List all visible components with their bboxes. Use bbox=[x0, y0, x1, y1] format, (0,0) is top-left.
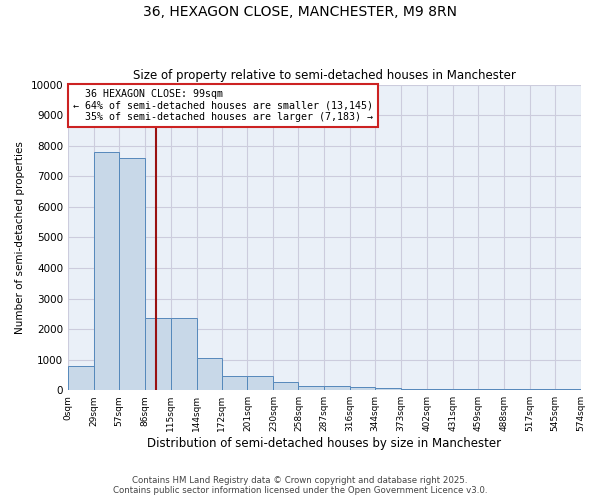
Bar bbox=[119, 158, 145, 390]
Bar bbox=[427, 388, 453, 390]
Bar bbox=[221, 376, 247, 390]
Text: 36, HEXAGON CLOSE, MANCHESTER, M9 8RN: 36, HEXAGON CLOSE, MANCHESTER, M9 8RN bbox=[143, 5, 457, 19]
Bar bbox=[247, 376, 274, 390]
Bar bbox=[145, 318, 171, 390]
Text: Contains HM Land Registry data © Crown copyright and database right 2025.
Contai: Contains HM Land Registry data © Crown c… bbox=[113, 476, 487, 495]
Bar bbox=[298, 386, 324, 390]
Bar bbox=[375, 388, 401, 390]
Bar bbox=[554, 388, 581, 390]
Title: Size of property relative to semi-detached houses in Manchester: Size of property relative to semi-detach… bbox=[133, 69, 516, 82]
Bar bbox=[504, 388, 530, 390]
Bar bbox=[350, 387, 375, 390]
Bar bbox=[171, 318, 197, 390]
Bar bbox=[94, 152, 119, 390]
Bar bbox=[478, 388, 504, 390]
Text: 36 HEXAGON CLOSE: 99sqm
← 64% of semi-detached houses are smaller (13,145)
  35%: 36 HEXAGON CLOSE: 99sqm ← 64% of semi-de… bbox=[73, 89, 373, 122]
Bar bbox=[197, 358, 221, 390]
Bar bbox=[324, 386, 350, 390]
Bar bbox=[68, 366, 94, 390]
Bar bbox=[530, 388, 554, 390]
Y-axis label: Number of semi-detached properties: Number of semi-detached properties bbox=[15, 141, 25, 334]
Bar bbox=[401, 388, 427, 390]
Bar bbox=[274, 382, 298, 390]
X-axis label: Distribution of semi-detached houses by size in Manchester: Distribution of semi-detached houses by … bbox=[147, 437, 502, 450]
Bar bbox=[453, 388, 478, 390]
